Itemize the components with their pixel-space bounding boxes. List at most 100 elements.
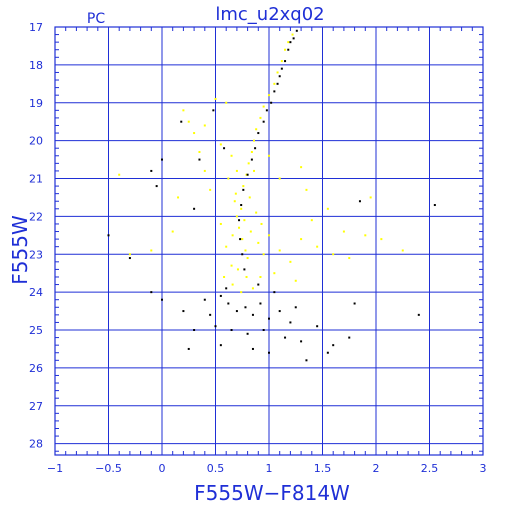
data-point xyxy=(326,207,329,210)
data-point xyxy=(251,347,254,350)
data-point xyxy=(150,249,153,252)
data-point xyxy=(253,169,256,172)
data-point xyxy=(193,132,196,135)
data-point xyxy=(255,211,258,214)
data-point xyxy=(284,48,287,51)
data-point xyxy=(243,268,246,271)
data-point xyxy=(364,234,367,237)
data-point xyxy=(262,105,265,108)
y-tick-label: 19 xyxy=(29,97,43,110)
data-point xyxy=(310,219,313,222)
data-point xyxy=(182,310,185,313)
data-point xyxy=(268,94,270,97)
x-tick-label: 2 xyxy=(373,462,380,475)
data-point xyxy=(225,101,228,104)
y-tick-label: 27 xyxy=(29,400,43,413)
data-point xyxy=(231,234,234,237)
data-point xyxy=(254,147,257,150)
y-tick-label: 20 xyxy=(29,135,43,148)
data-point xyxy=(284,336,287,339)
data-point xyxy=(235,310,238,313)
data-point xyxy=(291,33,294,36)
data-point xyxy=(257,132,260,135)
data-point xyxy=(268,234,270,237)
data-point xyxy=(161,158,163,161)
data-point xyxy=(316,325,319,328)
data-point xyxy=(251,287,254,290)
data-point xyxy=(259,275,262,278)
data-point xyxy=(358,200,361,203)
data-point xyxy=(212,109,215,112)
data-point xyxy=(243,219,246,222)
data-point xyxy=(332,344,335,347)
data-point xyxy=(240,204,243,207)
data-point xyxy=(289,260,292,263)
x-tick-label: 1 xyxy=(266,462,273,475)
data-point xyxy=(230,329,233,332)
data-point xyxy=(223,275,226,278)
x-tick-label: −1 xyxy=(47,462,63,475)
data-point xyxy=(187,120,190,123)
data-point xyxy=(187,347,190,350)
data-point xyxy=(305,359,308,362)
y-tick-label: 21 xyxy=(29,173,43,186)
data-points xyxy=(107,29,436,362)
y-tick-label: 24 xyxy=(29,286,43,299)
data-point xyxy=(235,169,238,172)
data-point xyxy=(294,279,297,282)
data-point xyxy=(280,60,283,63)
data-point xyxy=(262,329,265,332)
data-point xyxy=(353,302,356,305)
y-tick-label: 23 xyxy=(29,248,43,261)
data-point xyxy=(203,298,206,301)
data-point xyxy=(234,192,237,195)
data-point xyxy=(236,268,239,271)
data-point xyxy=(240,291,243,294)
data-point xyxy=(193,207,196,210)
y-tick-label: 18 xyxy=(29,59,43,72)
data-point xyxy=(401,249,404,252)
data-point xyxy=(209,188,212,191)
data-point xyxy=(150,291,153,294)
data-point xyxy=(246,173,249,176)
data-point xyxy=(268,351,270,354)
data-point xyxy=(284,60,287,63)
data-point xyxy=(348,336,351,339)
data-point xyxy=(241,253,244,256)
data-point xyxy=(198,150,201,153)
data-point xyxy=(182,109,185,112)
data-point xyxy=(235,215,238,218)
data-point xyxy=(262,120,265,123)
data-point xyxy=(300,238,303,241)
data-point xyxy=(238,219,241,222)
x-axis-ticks: −1 −0.5 0 0.5 1 1.5 2 2.5 3 xyxy=(47,462,487,475)
data-point xyxy=(128,257,131,260)
data-point xyxy=(242,185,245,188)
data-point xyxy=(265,109,268,112)
data-point xyxy=(278,177,281,180)
data-point xyxy=(180,120,183,123)
data-point xyxy=(250,150,253,153)
data-point xyxy=(326,351,329,354)
data-point xyxy=(305,188,308,191)
data-point xyxy=(273,272,276,275)
data-point xyxy=(231,283,234,286)
data-point xyxy=(342,230,345,233)
data-point xyxy=(294,306,297,309)
data-point xyxy=(270,101,273,104)
data-point xyxy=(219,344,222,347)
data-point xyxy=(278,310,281,313)
data-point xyxy=(289,321,292,324)
data-point xyxy=(233,200,236,203)
data-point xyxy=(273,82,276,85)
data-point xyxy=(214,325,217,328)
data-point xyxy=(276,71,279,74)
data-point xyxy=(150,169,153,172)
data-point xyxy=(273,291,276,294)
data-point xyxy=(219,222,222,225)
data-point xyxy=(155,185,158,188)
y-axis-ticks: 17 18 19 20 21 22 23 24 25 26 27 28 xyxy=(29,21,43,451)
data-point xyxy=(230,264,233,267)
data-point xyxy=(433,204,436,207)
